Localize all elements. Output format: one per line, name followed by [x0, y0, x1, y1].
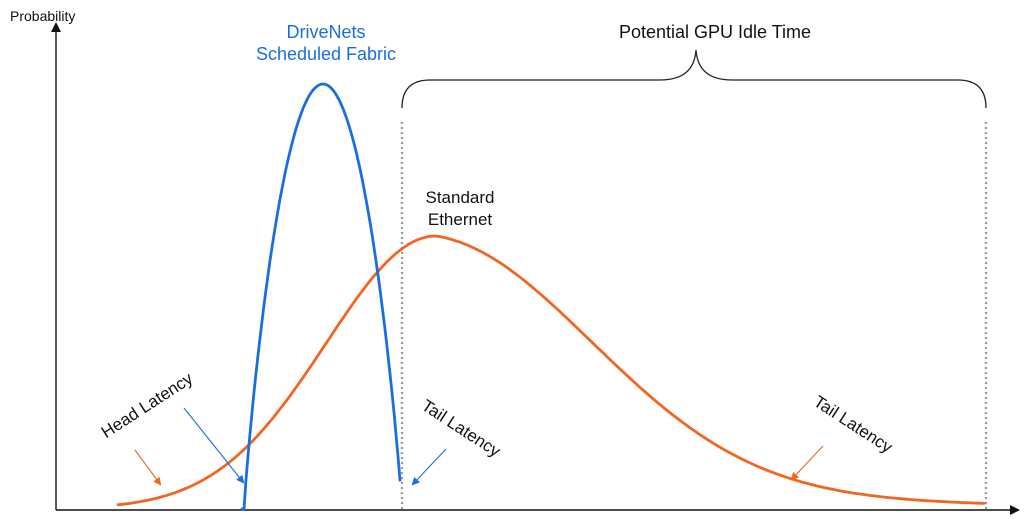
x-axis-arrow-icon	[1010, 505, 1020, 515]
y-axis-label: Probability	[10, 8, 75, 24]
tail-latency-blue-arrow-icon	[411, 448, 447, 486]
idle-time-label: Potential GPU Idle Time	[619, 22, 811, 42]
series-line-standard-ethernet	[116, 234, 986, 507]
series-line-drivenets-scheduled-fabric	[240, 82, 402, 511]
y-axis-arrow-icon	[51, 22, 61, 32]
head-latency-blue-arrow-icon	[183, 407, 245, 484]
tail-latency-label-blue: Tail Latency	[418, 396, 504, 461]
series-label-ethernet-line2: Ethernet	[428, 210, 493, 229]
head-latency-orange-arrow-icon	[134, 449, 162, 486]
tail-latency-label-orange: Tail Latency	[810, 392, 896, 457]
series-label-drivenets-line2: Scheduled Fabric	[256, 44, 396, 64]
series-label-ethernet-line1: Standard	[426, 188, 495, 207]
head-latency-label: Head Latency	[98, 369, 197, 442]
series-label-drivenets-line1: DriveNets	[286, 22, 365, 42]
idle-time-brace	[401, 49, 987, 109]
tail-latency-orange-arrow-icon	[790, 445, 824, 481]
